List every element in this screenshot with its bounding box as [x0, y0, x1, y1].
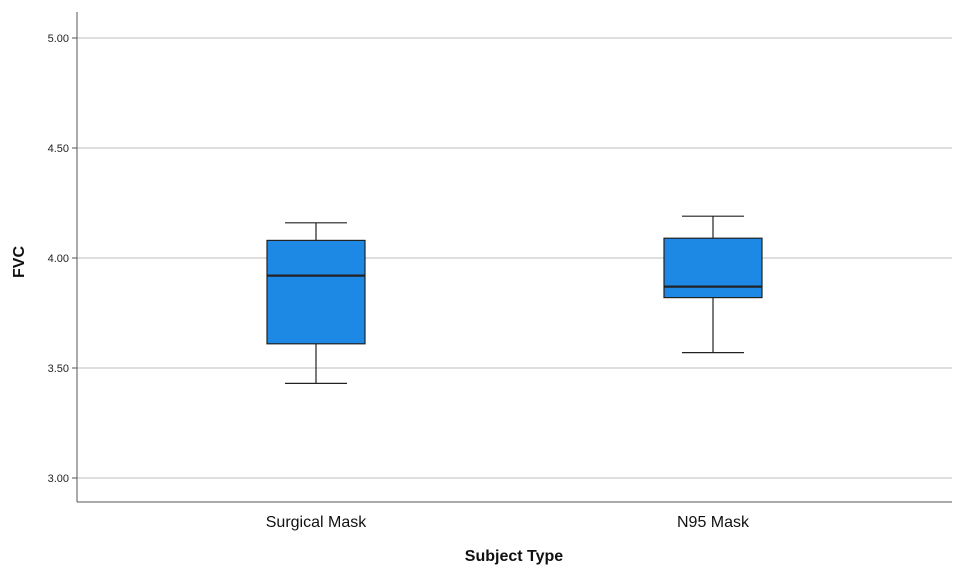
- x-category-label: Surgical Mask: [266, 514, 367, 531]
- gridlines: [77, 37, 952, 479]
- y-tick-label: 3.00: [48, 473, 69, 485]
- y-axis-title: FVC: [11, 246, 28, 278]
- y-tick-label: 5.00: [48, 33, 69, 45]
- y-tick-label: 4.50: [48, 143, 69, 155]
- y-tick-label: 4.00: [48, 253, 69, 265]
- y-tick-label: 3.50: [48, 363, 69, 375]
- axes: [72, 12, 952, 503]
- x-axis-title: Subject Type: [465, 548, 563, 565]
- box-1: [266, 222, 366, 384]
- y-tick-labels: 3.00 3.50 4.00 4.50 5.00: [48, 33, 69, 485]
- box-2: [663, 215, 763, 354]
- boxes: [266, 215, 763, 384]
- iqr-box: [663, 237, 763, 299]
- x-category-label: N95 Mask: [677, 514, 750, 531]
- iqr-box: [266, 239, 366, 345]
- x-category-labels: Surgical Mask N95 Mask: [266, 514, 750, 531]
